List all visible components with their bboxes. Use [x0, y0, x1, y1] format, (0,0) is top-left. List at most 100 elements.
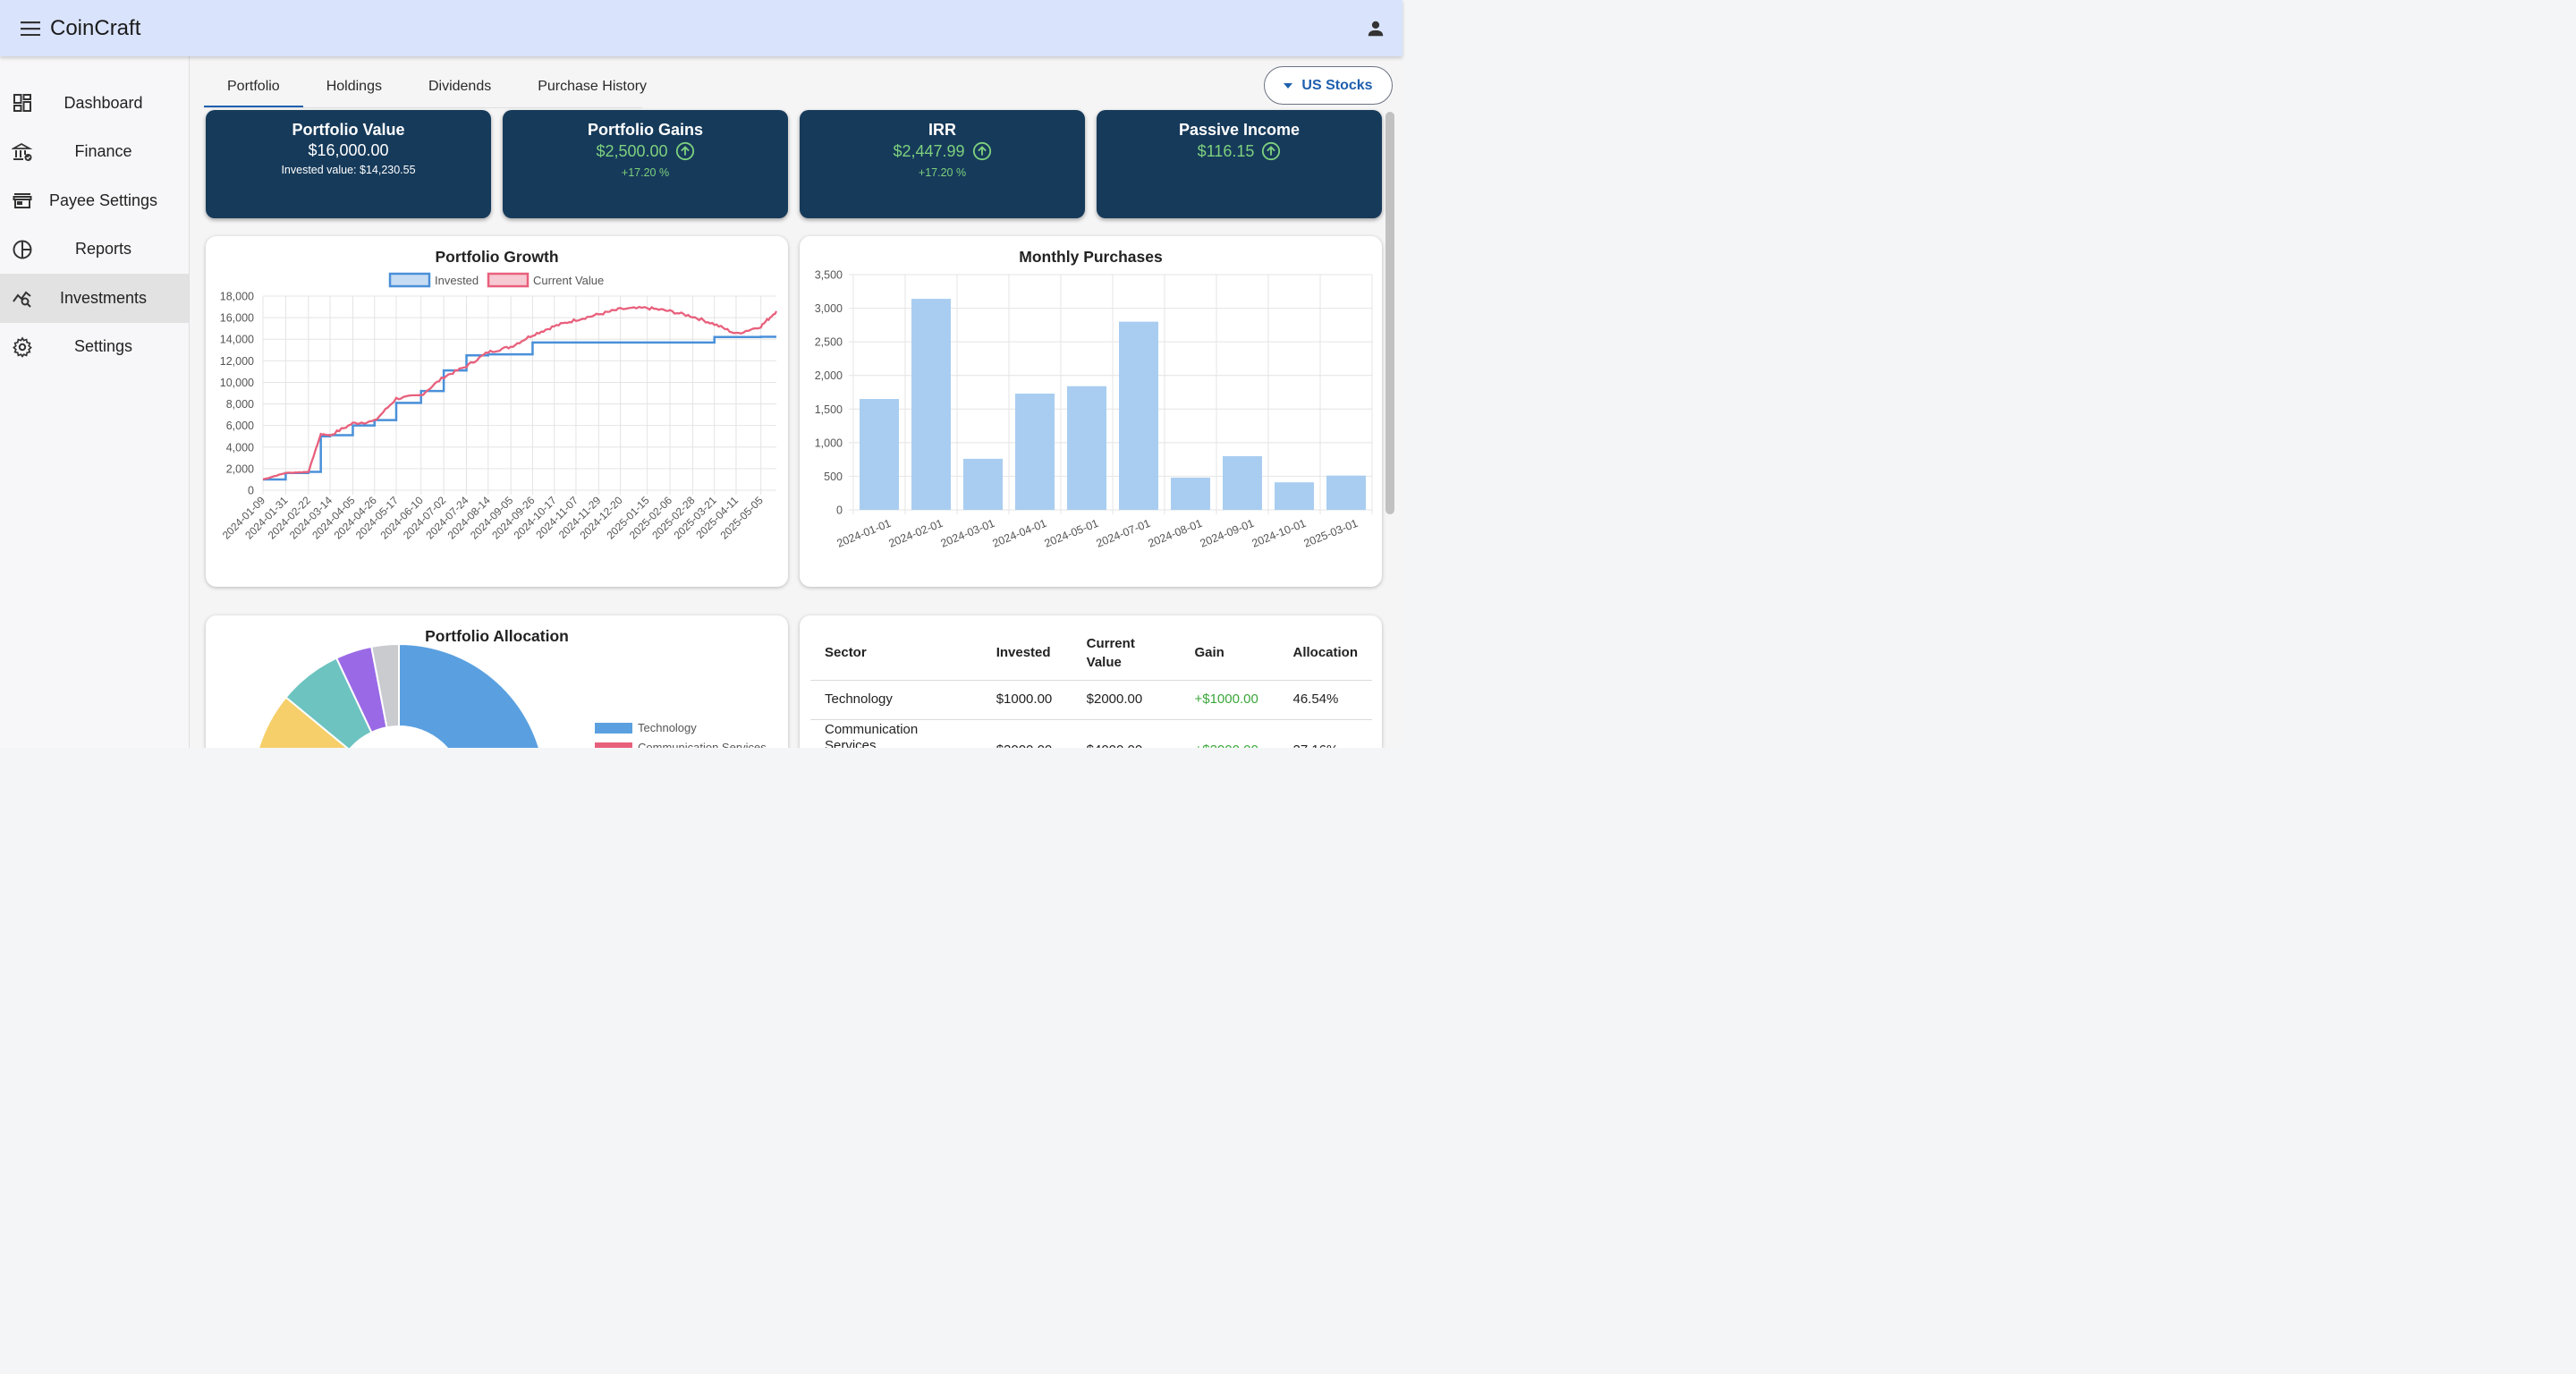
- app-title: CoinCraft: [50, 15, 141, 40]
- store-icon: [13, 193, 32, 209]
- table-row[interactable]: Technology $1000.00 $2000.00 +$1000.00 4…: [810, 680, 1372, 720]
- tab-purchase-history[interactable]: Purchase History: [514, 65, 670, 108]
- bank-icon: [12, 142, 33, 161]
- y-tick-label: 500: [824, 471, 843, 483]
- legend-label-current-value: Current Value: [533, 274, 604, 287]
- legend-swatch-communication-services: [595, 742, 632, 748]
- sidebar: Dashboard Finance Payee Settings Reports…: [0, 56, 190, 748]
- y-tick-label: 6,000: [226, 420, 254, 432]
- monthly-purchases-panel: Monthly Purchases 3,500 3,000 2,500 2,000 1,…: [800, 236, 1382, 587]
- sidebar-item-label: Investments: [59, 288, 148, 307]
- x-tick-label: 2024-05-01: [1043, 517, 1101, 550]
- sidebar-item-label: Dashboard: [64, 93, 143, 112]
- y-tick-label: 0: [248, 485, 254, 497]
- table-header-row: Sector Invested Current Value Gain Alloc…: [810, 626, 1372, 681]
- y-tick-label: 4,000: [226, 441, 254, 454]
- cell-invested: $1000.00: [981, 680, 1072, 720]
- y-tick-label: 14,000: [220, 334, 254, 346]
- tab-label: Dividends: [428, 79, 492, 94]
- chart-title: Portfolio Growth: [435, 248, 559, 266]
- x-tick-label: 2024-10-01: [1250, 517, 1309, 550]
- tab-holdings[interactable]: Holdings: [303, 65, 405, 108]
- tab-dividends[interactable]: Dividends: [405, 65, 514, 108]
- portfolio-gains-card: Portfolio Gains $2,500.00 +17.20 %: [503, 110, 788, 218]
- sidebar-item-investments[interactable]: Investments: [0, 274, 189, 323]
- portfolio-value-card: Portfolio Value $16,000.00 Invested valu…: [206, 110, 491, 218]
- x-tick-label: 2025-03-01: [1302, 517, 1360, 550]
- cell-sector: Technology: [810, 680, 982, 720]
- card-value: $2,447.99: [893, 141, 965, 160]
- account-button[interactable]: [1360, 13, 1392, 45]
- monthly-purchases-chart: 3,5003,0002,5002,0001,5001,00050002024-0…: [815, 269, 1373, 550]
- trend-search-icon: [13, 291, 31, 308]
- tab-label: Portfolio: [227, 79, 280, 94]
- series-invested-line: [263, 335, 776, 481]
- y-tick-label: 1,000: [815, 437, 843, 449]
- sidebar-item-finance[interactable]: Finance: [0, 128, 189, 177]
- card-value-row: $116.15: [1097, 141, 1382, 161]
- card-subtitle: +17.20 %: [621, 166, 670, 179]
- card-value: $2,500.00: [596, 141, 668, 160]
- arrow-up-circle-icon: [1262, 141, 1281, 161]
- sidebar-item-label: Payee Settings: [48, 191, 158, 209]
- y-tick-label: 3,500: [815, 269, 843, 282]
- y-tick-label: 2,500: [815, 336, 843, 349]
- scrollbar[interactable]: [1385, 112, 1394, 514]
- chart-title: Monthly Purchases: [1019, 248, 1163, 266]
- portfolio-allocation-panel: Portfolio Allocation Technology Communica…: [206, 615, 788, 748]
- dashboard-icon: [13, 94, 31, 113]
- legend-swatch-invested: [388, 272, 431, 288]
- bar: [1223, 455, 1262, 510]
- pie-chart-icon: [13, 240, 32, 259]
- portfolio-allocation-chart: Technology Communication Services: [258, 642, 767, 748]
- bar: [963, 458, 1003, 510]
- y-tick-label: 10,000: [220, 377, 254, 389]
- bar: [911, 299, 951, 510]
- sidebar-item-dashboard[interactable]: Dashboard: [0, 79, 189, 128]
- cell-current-value: $2000.00: [1072, 680, 1181, 720]
- portfolio-growth-chart: Invested Current Value 18,000 16,000 14,000 1…: [220, 272, 778, 542]
- pie-slice: [370, 642, 400, 729]
- portfolio-growth-panel: Portfolio Growth Invested Current Value 18…: [206, 236, 788, 587]
- caret-down-icon: [1284, 82, 1293, 89]
- bar: [1326, 475, 1366, 510]
- menu-icon: [21, 21, 40, 36]
- y-tick-label: 0: [836, 505, 843, 517]
- market-selector-button[interactable]: US Stocks: [1264, 66, 1393, 105]
- sidebar-item-reports[interactable]: Reports: [0, 225, 189, 275]
- table-row[interactable]: Communication Services $2000.00 $4000.00…: [810, 719, 1372, 748]
- account-icon: [1368, 21, 1384, 37]
- x-tick-label: 2024-03-01: [939, 517, 997, 550]
- sidebar-item-label: Finance: [74, 142, 132, 161]
- bar: [1015, 394, 1055, 510]
- app-bar: CoinCraft: [0, 0, 1402, 56]
- tab-label: Purchase History: [538, 79, 648, 94]
- chart-title: Portfolio Allocation: [425, 627, 569, 645]
- y-tick-label: 18,000: [220, 291, 254, 303]
- cell-gain: +$1000.00: [1180, 680, 1279, 720]
- card-title: Passive Income: [1178, 121, 1301, 139]
- passive-income-card: Passive Income $116.15: [1097, 110, 1382, 218]
- sidebar-item-payee-settings[interactable]: Payee Settings: [0, 176, 189, 225]
- cell-gain: +$2000.00: [1180, 719, 1279, 748]
- y-tick-label: 16,000: [220, 312, 254, 325]
- card-title: Portfolio Gains: [587, 121, 703, 139]
- sidebar-item-settings[interactable]: Settings: [0, 323, 189, 372]
- menu-button[interactable]: [14, 13, 47, 45]
- sector-table: Sector Invested Current Value Gain Alloc…: [810, 626, 1372, 748]
- card-value: $116.15: [1197, 141, 1255, 160]
- sector-table-panel: Sector Invested Current Value Gain Alloc…: [800, 615, 1382, 748]
- card-subtitle: Invested value: $14,230.55: [281, 164, 416, 176]
- legend-swatch-technology: [595, 723, 632, 734]
- tab-divider: [204, 107, 642, 108]
- legend-label-technology: Technology: [638, 721, 697, 734]
- cell-invested: $2000.00: [981, 719, 1072, 748]
- column-header-sector: Sector: [810, 626, 982, 681]
- tab-portfolio[interactable]: Portfolio: [204, 65, 303, 108]
- cell-allocation: 27.16%: [1278, 719, 1372, 748]
- x-tick-label: 2024-02-01: [887, 517, 945, 550]
- card-value: $16,000.00: [308, 141, 389, 159]
- x-tick-label: 2024-09-01: [1199, 517, 1257, 550]
- cell-allocation: 46.54%: [1278, 680, 1372, 720]
- bar: [1119, 321, 1158, 510]
